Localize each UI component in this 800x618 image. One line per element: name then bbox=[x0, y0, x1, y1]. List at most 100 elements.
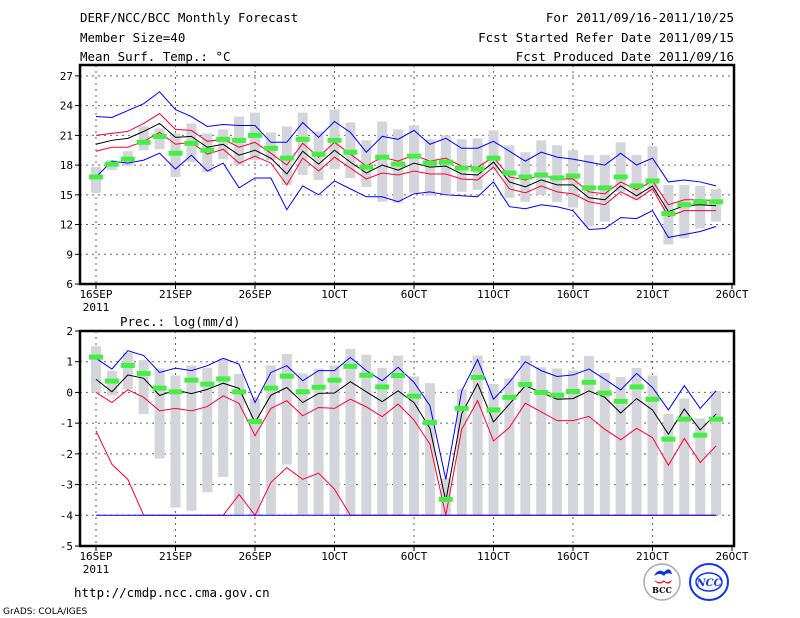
ensemble-box bbox=[583, 356, 594, 516]
marker bbox=[550, 175, 565, 181]
series-lower bbox=[95, 131, 717, 218]
source-url[interactable]: http://cmdp.ncc.cma.gov.cn bbox=[74, 585, 270, 600]
ensemble-box bbox=[568, 370, 578, 516]
marker bbox=[709, 199, 724, 205]
ensemble-box bbox=[695, 185, 706, 229]
ensemble-box bbox=[631, 155, 642, 200]
marker bbox=[486, 407, 501, 413]
marker bbox=[438, 496, 453, 502]
ensemble-box bbox=[218, 358, 229, 477]
marker bbox=[709, 416, 724, 422]
ensemble-box bbox=[647, 146, 658, 192]
ensemble-box bbox=[281, 354, 292, 465]
ensemble-box bbox=[186, 365, 197, 511]
x-tick-label: 21OCT bbox=[636, 550, 669, 563]
y-tick-label: 24 bbox=[60, 100, 74, 113]
series-mean bbox=[95, 374, 717, 501]
marker bbox=[279, 155, 294, 161]
ensemble-box bbox=[138, 360, 149, 414]
x-tick-label: 1OCT bbox=[321, 288, 348, 301]
marker bbox=[613, 398, 628, 404]
marker bbox=[391, 161, 406, 167]
x-tick-label: 1OCT bbox=[321, 550, 348, 563]
x-tick-label: 11OCT bbox=[477, 550, 510, 563]
marker bbox=[168, 389, 183, 395]
marker bbox=[677, 202, 692, 208]
ensemble-box bbox=[297, 373, 308, 516]
x-tick-label: 21OCT bbox=[636, 288, 669, 301]
y-tick-label: 0 bbox=[66, 386, 73, 399]
marker bbox=[359, 372, 374, 378]
marker bbox=[89, 354, 103, 360]
marker bbox=[661, 211, 676, 217]
temperature-panel: 6 9 12 15 18 21 24 27 16SEP 21SEP 26SEP 1OCT 6OCT 11O… bbox=[60, 63, 749, 314]
marker bbox=[534, 389, 549, 395]
marker bbox=[581, 185, 596, 191]
ensemble-box bbox=[170, 375, 181, 508]
ensemble-box bbox=[615, 142, 626, 192]
ensemble-box bbox=[202, 367, 213, 493]
marker bbox=[120, 156, 135, 162]
y-tick-label: 27 bbox=[60, 70, 73, 83]
forecast-period: For 2011/09/16-2011/10/25 bbox=[546, 10, 734, 25]
ensemble-box bbox=[265, 365, 276, 516]
marker bbox=[216, 136, 231, 142]
ensemble-box bbox=[377, 367, 388, 516]
ensemble-box bbox=[91, 167, 101, 193]
marker bbox=[104, 378, 119, 384]
marker bbox=[343, 363, 358, 369]
ensemble-box bbox=[583, 155, 594, 227]
marker bbox=[136, 139, 151, 145]
x-tick-label: 26OCT bbox=[715, 288, 748, 301]
marker bbox=[375, 384, 390, 390]
figure-title: DERF/NCC/BCC Monthly Forecast bbox=[80, 10, 298, 25]
marker bbox=[597, 390, 612, 396]
series-mean bbox=[95, 122, 717, 213]
ensemble-box bbox=[552, 368, 563, 516]
marker bbox=[407, 153, 421, 159]
series-max bbox=[95, 350, 717, 480]
marker bbox=[597, 185, 612, 191]
ensemble-box bbox=[488, 383, 499, 516]
x-tick-label: 16OCT bbox=[556, 288, 589, 301]
marker bbox=[454, 165, 469, 171]
marker bbox=[263, 145, 278, 151]
ensemble-box bbox=[345, 348, 356, 516]
marker bbox=[327, 377, 342, 383]
y-tick-label: 15 bbox=[60, 189, 73, 202]
ensemble-box bbox=[91, 346, 101, 393]
start-date: Fcst Started Refer Date 2011/09/15 bbox=[478, 30, 734, 45]
ensemble-box bbox=[679, 398, 690, 516]
y-tick-label: -1 bbox=[60, 417, 73, 430]
y-tick-label: 9 bbox=[66, 248, 73, 261]
marker bbox=[295, 389, 310, 395]
precip-panel-title: Prec.: log(mm/d) bbox=[120, 314, 240, 329]
y-tick-label: 12 bbox=[60, 219, 73, 232]
marker bbox=[311, 151, 326, 157]
marker bbox=[486, 155, 501, 161]
marker bbox=[645, 178, 660, 184]
marker bbox=[120, 362, 135, 368]
marker bbox=[375, 154, 390, 160]
ensemble-box bbox=[409, 125, 419, 193]
ensemble-box bbox=[504, 378, 515, 516]
y-tick-label: 1 bbox=[66, 356, 73, 369]
marker bbox=[343, 149, 358, 155]
ensemble-box bbox=[122, 352, 133, 390]
ensemble-box bbox=[138, 126, 149, 151]
bcc-logo: BCC bbox=[643, 563, 681, 601]
x-tick-label: 6OCT bbox=[401, 550, 428, 563]
marker bbox=[311, 384, 326, 390]
marker bbox=[263, 385, 278, 391]
marker bbox=[518, 381, 533, 387]
ensemble-box bbox=[552, 145, 563, 202]
ensemble-box bbox=[615, 377, 626, 516]
ncc-logo: NCC bbox=[689, 563, 729, 601]
marker bbox=[502, 394, 517, 400]
marker bbox=[677, 416, 692, 422]
ensemble-box bbox=[711, 390, 722, 516]
y-tick-label: 2 bbox=[66, 325, 73, 338]
marker bbox=[566, 173, 580, 179]
